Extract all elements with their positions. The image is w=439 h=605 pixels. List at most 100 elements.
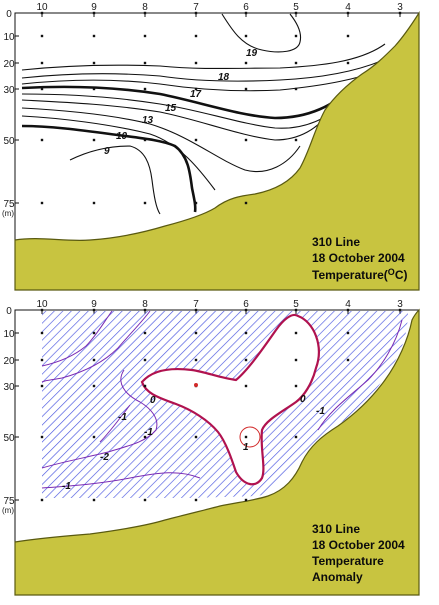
bottom-station-dot xyxy=(294,308,298,312)
top-station-dot xyxy=(40,11,44,15)
contour-label-10: 10 xyxy=(116,131,128,142)
bottom-station-dot xyxy=(40,384,44,388)
anomaly-label-0-right: 0 xyxy=(300,394,306,405)
top-caption-variable: Temperature(OC) xyxy=(312,267,407,282)
contour-minus-2 xyxy=(41,369,158,469)
contour-label-15: 15 xyxy=(165,103,177,114)
bottom-station-dot xyxy=(398,308,402,312)
top-panel: 10 9 8 7 6 5 4 3 0 10 20 30 50 75(m) 19 18 17 15 13 xyxy=(2,2,420,291)
top-station-dot xyxy=(244,201,248,205)
bottom-station-dot xyxy=(244,358,248,362)
bottom-station-dot xyxy=(346,308,350,312)
top-y-tick-label: 75 xyxy=(3,199,15,210)
top-y-axis: 0 10 20 30 50 75(m) xyxy=(2,9,19,218)
contour-label-18: 18 xyxy=(218,72,230,83)
top-station-dot xyxy=(294,61,298,65)
anomaly-label-minus1-b: -1 xyxy=(144,427,153,438)
contour-minus-1-upper xyxy=(41,310,113,367)
top-station-dot xyxy=(92,201,96,205)
bottom-station-dot xyxy=(194,435,198,439)
negative-anomaly-hatch xyxy=(42,311,408,498)
bottom-x-tick-label: 10 xyxy=(36,299,48,310)
bottom-seafloor-land xyxy=(14,308,420,596)
top-caption-variable-main: Temperature( xyxy=(312,268,388,282)
contour-label-13: 13 xyxy=(142,115,154,126)
bottom-station-dot xyxy=(346,331,350,335)
bottom-y-tick-label: 10 xyxy=(3,329,15,340)
top-station-dot xyxy=(194,201,198,205)
top-station-dot xyxy=(40,34,44,38)
top-station-dot xyxy=(194,87,198,91)
bottom-x-tick-label: 5 xyxy=(293,299,299,310)
bottom-contour-labels: 0 0 1 -1 -1 -2 -1 -1 xyxy=(62,394,325,492)
top-station-dot xyxy=(143,34,147,38)
top-station-dot xyxy=(143,201,147,205)
top-station-dot xyxy=(92,34,96,38)
top-y-tick-label: 30 xyxy=(3,85,15,96)
top-x-tick-label: 8 xyxy=(142,2,148,13)
bottom-caption-title: 310 Line xyxy=(312,522,360,536)
top-station-dot xyxy=(346,11,350,15)
bottom-x-tick-label: 9 xyxy=(91,299,97,310)
bottom-station-dot xyxy=(143,331,147,335)
anomaly-label-minus1-a: -1 xyxy=(118,412,127,423)
contour-10-thick xyxy=(21,124,197,213)
zero-contour xyxy=(140,313,320,486)
bottom-station-dot xyxy=(143,384,147,388)
bottom-x-tick-label: 8 xyxy=(142,299,148,310)
bottom-x-tick-label: 3 xyxy=(397,299,403,310)
top-x-tick-label: 10 xyxy=(36,2,48,13)
top-y-tick-label: 0 xyxy=(6,9,12,20)
top-station-dot xyxy=(244,61,248,65)
bottom-station-dot xyxy=(244,498,248,502)
positive-one-contour xyxy=(239,426,261,448)
contour-9 xyxy=(69,145,161,215)
top-station-dot xyxy=(194,34,198,38)
top-station-dot xyxy=(92,138,96,142)
bottom-station-dot xyxy=(92,435,96,439)
bottom-station-dot xyxy=(294,435,298,439)
bottom-station-dot xyxy=(40,308,44,312)
bottom-y-axis: 0 10 20 30 50 75(m) xyxy=(2,306,19,515)
bottom-station-dot xyxy=(143,498,147,502)
bottom-station-dot xyxy=(346,358,350,362)
top-station-dot xyxy=(194,138,198,142)
contour-label-17: 17 xyxy=(190,89,202,100)
bottom-y-tick-label: 30 xyxy=(3,382,15,393)
contour-16 xyxy=(21,63,397,92)
top-station-dot xyxy=(398,11,402,15)
bottom-y-tick-label: 20 xyxy=(3,356,15,367)
bottom-station-dot xyxy=(40,435,44,439)
contour-minus-3 xyxy=(99,404,131,443)
bottom-y-tick-label: 75 xyxy=(3,496,15,507)
contour-label-19: 19 xyxy=(246,48,258,59)
top-station-dot xyxy=(346,34,350,38)
top-station-dot xyxy=(294,138,298,142)
top-station-dot xyxy=(40,87,44,91)
top-x-tick-label: 4 xyxy=(345,2,351,13)
top-station-dot xyxy=(92,87,96,91)
top-y-tick-label: 50 xyxy=(3,136,15,147)
bottom-station-dot xyxy=(92,498,96,502)
bottom-station-dot xyxy=(194,358,198,362)
anomaly-label-minus1-c: -1 xyxy=(62,481,71,492)
bottom-station-dot xyxy=(294,358,298,362)
bottom-station-dot xyxy=(194,498,198,502)
contour-13 xyxy=(21,99,331,141)
top-station-dot xyxy=(346,61,350,65)
top-y-tick-label: 10 xyxy=(3,32,15,43)
bottom-station-dot xyxy=(143,358,147,362)
contour-minus-1-left xyxy=(41,310,151,383)
top-caption-title: 310 Line xyxy=(312,235,360,249)
contour-label-9: 9 xyxy=(104,146,110,157)
bottom-station-dot xyxy=(194,308,198,312)
bottom-caption: 310 Line 18 October 2004 Temperature Ano… xyxy=(312,522,405,584)
top-x-tick-label: 9 xyxy=(91,2,97,13)
bottom-station-dot xyxy=(143,308,147,312)
top-caption-variable-sup: O xyxy=(388,267,395,277)
top-x-axis: 10 9 8 7 6 5 4 3 xyxy=(36,2,403,17)
bottom-station-dot xyxy=(92,384,96,388)
bottom-caption-variable-2: Anomaly xyxy=(312,570,363,584)
top-station-dot xyxy=(143,87,147,91)
